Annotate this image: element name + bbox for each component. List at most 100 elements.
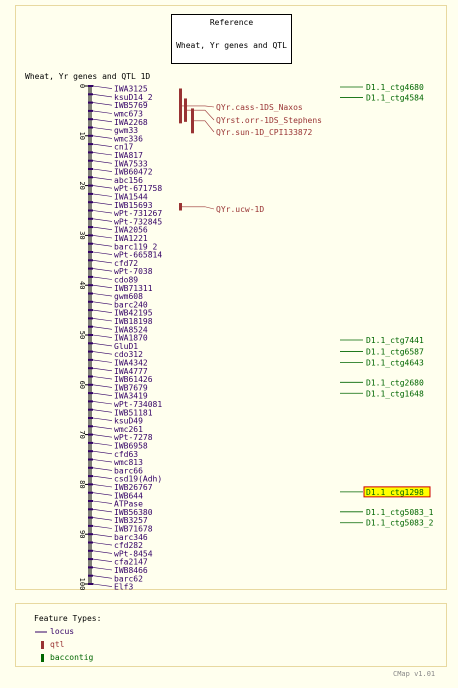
locus-label[interactable]: csd19(Adh) [114, 475, 162, 484]
qtl-swatch-icon [41, 641, 44, 649]
qtl-label[interactable]: QYrst.orr-1DS_Stephens [216, 116, 322, 125]
scale-tick-label: 40 [78, 281, 86, 289]
contig-label[interactable]: D1.1_ctg1648 [366, 389, 424, 398]
locus-label[interactable]: wPt-665814 [114, 251, 162, 260]
locus-label[interactable]: wmc813 [114, 458, 143, 467]
locus-label[interactable]: wmc261 [114, 425, 143, 434]
locus-label[interactable]: barc119_2 [114, 242, 158, 251]
locus-label[interactable]: wPt-731267 [114, 209, 162, 218]
locus-label[interactable]: wPt-734081 [114, 400, 162, 409]
locus-label[interactable]: IWA1221 [114, 234, 148, 243]
contig-label[interactable]: D1.1_ctg1298 [366, 488, 424, 497]
locus-label[interactable]: wPt-732845 [114, 217, 162, 226]
locus-label[interactable]: IWB7679 [114, 383, 148, 392]
qtl-label[interactable]: QYr.ucw-1D [216, 205, 264, 214]
locus-label[interactable]: IWB61426 [114, 375, 153, 384]
locus-label[interactable]: wmc336 [114, 134, 143, 143]
locus-label[interactable]: ksuD14_2 [114, 93, 153, 102]
qtl-label[interactable]: QYr.sun-1D_CPI133872 [216, 128, 313, 137]
qtl-bar[interactable] [191, 108, 194, 134]
locus-label[interactable]: IWA817 [114, 151, 143, 160]
locus-label[interactable]: IWB5769 [114, 101, 148, 110]
locus-label[interactable]: cfd63 [114, 450, 138, 459]
locus-connector [92, 550, 113, 554]
locus-label[interactable]: barc62 [114, 574, 143, 583]
contig-label[interactable]: D1.1_ctg5083_2 [366, 519, 434, 528]
contig-label[interactable]: D1.1_ctg4680 [366, 83, 424, 92]
locus-label[interactable]: cn17 [114, 143, 133, 152]
locus-label[interactable]: abc156 [114, 176, 143, 185]
qtl-connector [182, 206, 215, 210]
qtl-bar[interactable] [184, 98, 187, 122]
locus-label[interactable]: wmc673 [114, 110, 143, 119]
locus-label[interactable]: IWB6958 [114, 442, 148, 451]
locus-label[interactable]: IWB644 [114, 491, 143, 500]
locus-label[interactable]: wPt-8454 [114, 549, 153, 558]
locus-connector [92, 185, 113, 189]
locus-connector [92, 484, 113, 488]
locus-label[interactable]: cfd72 [114, 259, 138, 268]
locus-connector [92, 343, 113, 347]
locus-label[interactable]: IWB71311 [114, 284, 153, 293]
locus-label[interactable]: ATPase [114, 500, 143, 509]
contig-swatch-icon [41, 654, 44, 662]
qtl-bar[interactable] [179, 203, 182, 211]
version-label: CMap v1.01 [393, 670, 436, 678]
locus-label[interactable]: IWB3257 [114, 516, 148, 525]
scale-tick-label: 100 [78, 578, 86, 591]
locus-connector [92, 177, 113, 181]
locus-connector [92, 417, 113, 421]
locus-label[interactable]: cfd282 [114, 541, 143, 550]
locus-label[interactable]: wPt-7038 [114, 267, 153, 276]
locus-label[interactable]: gwm33 [114, 126, 138, 135]
contig-label[interactable]: D1.1_ctg4643 [366, 358, 424, 367]
locus-label[interactable]: wPt-7278 [114, 433, 153, 442]
locus-label[interactable]: IWA1870 [114, 334, 148, 343]
locus-label[interactable]: IWA3419 [114, 392, 148, 401]
locus-label[interactable]: IWB18198 [114, 317, 153, 326]
locus-label[interactable]: IWB60472 [114, 168, 153, 177]
locus-label[interactable]: IWA3125 [114, 85, 148, 94]
contig-label[interactable]: D1.1_ctg6587 [366, 347, 424, 356]
locus-label[interactable]: IWB56380 [114, 508, 153, 517]
locus-label[interactable]: IWB51181 [114, 408, 153, 417]
locus-label[interactable]: IWA2268 [114, 118, 148, 127]
locus-label[interactable]: IWA7533 [114, 159, 148, 168]
locus-label[interactable]: GluD1 [114, 342, 138, 351]
locus-label[interactable]: cdo89 [114, 276, 138, 285]
locus-connector [92, 500, 113, 504]
locus-label[interactable]: wPt-671758 [114, 184, 162, 193]
locus-label[interactable]: IWB42195 [114, 309, 153, 318]
contig-label[interactable]: D1.1_ctg5083_1 [366, 508, 434, 517]
qtl-label[interactable]: QYr.cass-1DS_Naxos [216, 103, 303, 112]
locus-label[interactable]: IWB26767 [114, 483, 153, 492]
locus-label[interactable]: cdo312 [114, 350, 143, 359]
locus-label[interactable]: IWA1544 [114, 193, 148, 202]
locus-label[interactable]: IWB71678 [114, 525, 153, 534]
locus-label[interactable]: IWA2056 [114, 226, 148, 235]
locus-connector [92, 143, 113, 147]
locus-label[interactable]: IWB15693 [114, 201, 153, 210]
locus-connector [92, 409, 113, 413]
locus-label[interactable]: barc66 [114, 466, 143, 475]
locus-label[interactable]: Elf3 [114, 583, 133, 592]
locus-label[interactable]: IWA4342 [114, 359, 148, 368]
map-title[interactable]: Wheat, Yr genes and QTL 1D [25, 72, 151, 81]
locus-connector [92, 334, 113, 338]
reference-map-name[interactable]: Wheat, Yr genes and QTL [176, 41, 287, 50]
locus-label[interactable]: IWB8466 [114, 566, 148, 575]
locus-label[interactable]: cfa2147 [114, 558, 148, 567]
locus-label[interactable]: barc240 [114, 300, 148, 309]
locus-connector [92, 575, 113, 579]
contig-label[interactable]: D1.1_ctg2680 [366, 378, 424, 387]
contig-label[interactable]: D1.1_ctg4584 [366, 93, 424, 102]
locus-connector [92, 201, 113, 206]
contig-label[interactable]: D1.1_ctg7441 [366, 336, 424, 345]
locus-label[interactable]: IWA8524 [114, 325, 148, 334]
locus-label[interactable]: barc346 [114, 533, 148, 542]
qtl-bar[interactable] [179, 88, 182, 124]
locus-label[interactable]: gwm608 [114, 292, 143, 301]
locus-label[interactable]: ksuD49 [114, 417, 143, 426]
locus-label[interactable]: IWA4777 [114, 367, 148, 376]
